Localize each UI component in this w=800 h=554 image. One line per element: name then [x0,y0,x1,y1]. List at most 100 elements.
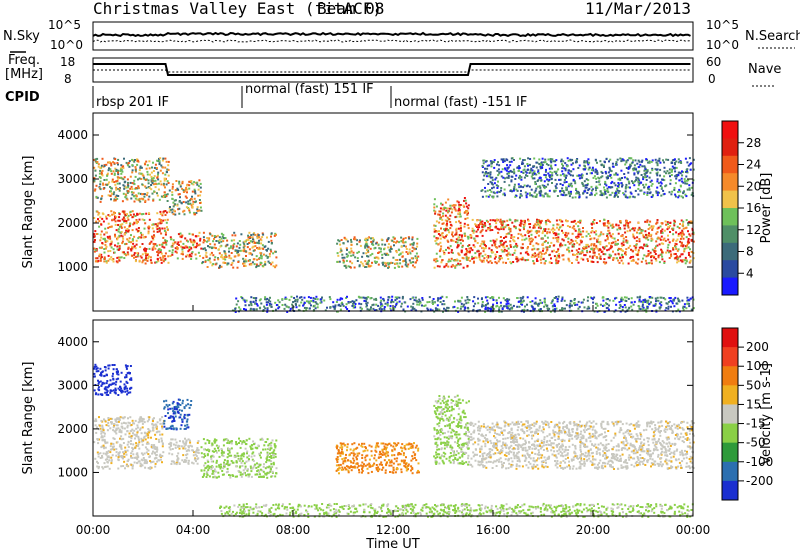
power-cell [258,306,261,309]
power-cell [157,178,160,181]
power-cell [490,160,493,163]
power-cell [607,308,610,311]
power-cell [600,192,603,195]
power-cell [179,185,182,188]
power-cell [431,299,434,302]
power-cell [253,249,256,252]
power-cell [116,248,119,251]
power-cell [446,306,449,309]
power-cell [118,247,121,250]
power-cell [567,257,570,260]
power-cell [684,180,686,183]
power-cell [115,180,117,183]
velocity-cell [120,387,123,390]
power-cell [661,231,664,234]
power-cell [370,240,373,243]
power-cell [571,226,574,229]
power-cell [224,258,227,261]
power-cell [684,259,687,262]
power-cell [622,298,624,301]
power-cell [545,249,548,252]
power-cell [618,307,621,309]
power-cell [607,175,610,178]
power-cell [137,254,139,257]
velocity-cell [107,364,110,367]
power-cell [413,248,416,251]
power-cell [94,169,97,172]
power-cell [202,236,205,239]
power-cell [611,233,614,236]
power-cell [334,304,337,307]
power-cell [400,240,403,243]
power-cell [621,306,624,308]
power-cell [529,230,532,233]
power-cell [131,188,134,190]
power-cell [667,251,670,254]
power-cell [156,223,159,226]
power-cell [500,304,503,307]
velocity-cell [121,389,124,392]
power-cell [493,192,496,195]
power-cell [542,195,545,198]
power-cell [346,255,349,258]
power-cell [358,240,361,243]
power-cell [119,170,122,172]
power-cell [501,239,503,242]
power-cell [457,245,460,248]
power-cell [414,255,417,258]
power-cell [193,211,196,214]
power-cell [176,247,179,250]
velocity-cell [93,367,96,370]
power-cell [221,235,224,238]
power-cell [482,162,485,165]
power-cell [574,239,577,242]
power-cell [645,243,648,246]
power-cell [502,176,505,179]
power-cell [606,298,609,300]
power-cell [388,262,391,265]
power-cell [165,243,168,246]
power-cell [490,261,493,264]
power-cell [575,192,578,195]
power-cell [557,260,560,263]
power-cell [664,309,667,312]
power-cell [471,255,474,258]
power-cell [502,161,505,163]
power-cell [236,266,239,269]
power-cell [433,235,436,238]
power-cell [612,241,615,244]
power-cell [657,299,660,302]
power-cell [192,243,195,246]
velocity-cell [140,437,143,440]
power-cell [482,243,485,246]
power-cell [627,226,630,229]
power-cell [534,172,536,175]
power-cell [111,258,114,261]
power-cell [440,245,443,248]
power-cell [514,178,517,180]
power-cell [680,241,683,244]
power-cell [174,247,177,250]
power-cell [342,305,345,307]
power-cell [432,303,434,305]
power-cell [302,304,305,307]
velocity-cell [155,426,158,429]
power-cell [656,227,659,230]
power-cell [638,296,641,299]
power-cell [287,306,290,309]
power-cell [252,300,255,303]
power-cell [584,186,587,189]
power-cell [636,254,639,256]
power-cell [681,260,684,263]
power-cell [612,225,615,228]
power-cell [608,242,611,245]
velocity-cell [97,393,100,396]
power-cell [683,190,685,193]
power-cell [550,241,553,244]
power-cell [243,265,246,267]
y-tick-label: 1000 [57,260,88,274]
power-cell [535,242,538,245]
power-cell [103,179,106,181]
power-cell [536,223,539,226]
power-cell [387,263,390,266]
